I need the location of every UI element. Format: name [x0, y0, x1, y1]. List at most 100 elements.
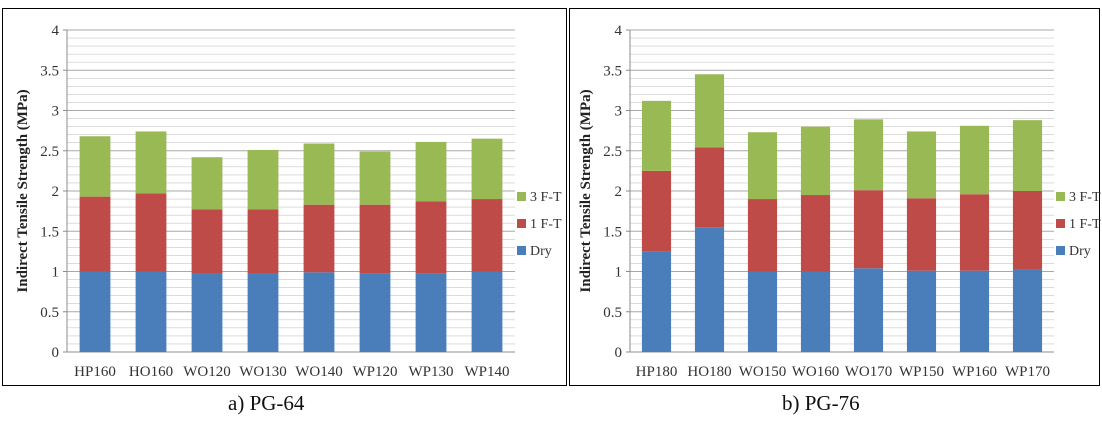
y-tick-label: 3 [52, 104, 60, 120]
y-tick-label: 4 [615, 23, 623, 39]
bar-3-f-t-wp140 [471, 138, 503, 200]
bar-3-f-t-hp160 [79, 136, 111, 197]
y-tick-label: 0.5 [603, 305, 622, 321]
bar-3-f-t-wp160 [959, 125, 990, 195]
y-axis-title: Indirect Tensile Strength (MPa) [15, 89, 31, 292]
chart-panel-b: 0 0.5 1 1.5 2 2.5 3 3.5 4 Indirect Tensile Streng… [569, 8, 1101, 386]
bar-3-f-t-hp180 [641, 100, 672, 171]
bar-dry-wp120 [359, 273, 391, 352]
bar-1-f-t-wo120 [191, 209, 223, 274]
caption-b: b) PG-76 [782, 391, 860, 415]
bar-dry-wp130 [415, 273, 447, 352]
y-tick-label: 1.5 [40, 224, 59, 240]
y-tick-label: 0 [52, 345, 60, 361]
legend-label-1-f-t: 1 F-T [1069, 217, 1101, 232]
bar-1-f-t-wp130 [415, 201, 447, 274]
bar-dry-hp180 [641, 251, 672, 352]
bar-3-f-t-wo170 [853, 119, 884, 191]
y-tick-label: 2 [615, 184, 623, 200]
x-tick-label: HO160 [129, 364, 173, 380]
bar-1-f-t-wp160 [959, 194, 990, 271]
y-tick-label: 3 [615, 104, 623, 120]
bar-dry-wp150 [906, 270, 937, 352]
bar-3-f-t-wo150 [747, 132, 778, 200]
bar-dry-wo170 [853, 268, 884, 352]
legend-swatch-3-f-t [517, 192, 526, 201]
x-tick-label: WO140 [295, 364, 343, 380]
bar-dry-hp160 [79, 271, 111, 352]
bar-1-f-t-wp170 [1012, 191, 1043, 270]
y-tick-label: 3.5 [40, 63, 59, 79]
y-tick-label: 4 [52, 23, 60, 39]
x-tick-label: HP160 [74, 364, 116, 380]
y-axis-title: Indirect Tensile Strength (MPa) [578, 89, 594, 292]
x-tick-label: WP160 [952, 364, 997, 380]
bar-dry-wo150 [747, 271, 778, 352]
bar-1-f-t-wp120 [359, 204, 391, 274]
x-tick-label: WP170 [1005, 364, 1050, 380]
bar-dry-wo120 [191, 273, 223, 352]
legend-swatch-1-f-t [517, 219, 526, 228]
bar-1-f-t-wo130 [247, 209, 279, 274]
legend-label-dry: Dry [530, 244, 552, 259]
legend-swatch-1-f-t [1056, 219, 1065, 228]
legend-label-3-f-t: 3 F-T [1069, 190, 1101, 205]
y-tick-label: 0 [615, 345, 623, 361]
x-tick-label: WO170 [845, 364, 893, 380]
bar-3-f-t-wp150 [906, 131, 937, 199]
legend-swatch-dry [1056, 246, 1065, 255]
bar-dry-wp170 [1012, 269, 1043, 352]
y-tick-label: 2.5 [603, 144, 622, 160]
y-tick-label: 2 [52, 184, 60, 200]
legend-label-1-f-t: 1 F-T [530, 217, 562, 232]
y-tick-label: 3.5 [603, 63, 622, 79]
bar-dry-wp160 [959, 270, 990, 352]
y-tick-label: 2.5 [40, 144, 59, 160]
x-tick-label: WO130 [239, 364, 287, 380]
bar-dry-wo160 [800, 271, 831, 352]
bar-3-f-t-wp130 [415, 141, 447, 202]
legend-label-dry: Dry [1069, 244, 1091, 259]
y-tick-label: 1 [615, 265, 623, 281]
x-tick-label: WP120 [353, 364, 398, 380]
bar-3-f-t-wo140 [303, 143, 335, 205]
bar-1-f-t-wo170 [853, 190, 884, 269]
bar-3-f-t-wo130 [247, 149, 279, 210]
y-tick-label: 1 [52, 265, 60, 281]
bar-1-f-t-hp180 [641, 170, 672, 252]
bar-1-f-t-wo140 [303, 204, 335, 273]
caption-a: a) PG-64 [228, 391, 305, 415]
chart-panel-a: 0 0.5 1 1.5 2 2.5 3 3.5 4 Indirect Tensile Streng… [2, 8, 567, 386]
bar-1-f-t-wp150 [906, 198, 937, 271]
bar-dry-wo140 [303, 272, 335, 352]
bar-3-f-t-wo120 [191, 157, 223, 210]
bar-3-f-t-wp120 [359, 151, 391, 205]
legend-label-3-f-t: 3 F-T [530, 190, 562, 205]
bar-dry-wp140 [471, 271, 503, 352]
x-tick-label: WP150 [899, 364, 944, 380]
x-tick-label: WP130 [409, 364, 454, 380]
bar-3-f-t-wo160 [800, 126, 831, 196]
bar-1-f-t-wo150 [747, 199, 778, 272]
bar-1-f-t-ho180 [694, 147, 725, 228]
bar-3-f-t-ho180 [694, 74, 725, 148]
bar-dry-ho160 [135, 271, 167, 352]
x-tick-label: WP140 [465, 364, 510, 380]
legend-swatch-3-f-t [1056, 192, 1065, 201]
chart-svg-b: 0 0.5 1 1.5 2 2.5 3 3.5 4 Indirect Tensile Streng… [578, 23, 1101, 380]
bar-dry-ho180 [694, 227, 725, 352]
bar-1-f-t-ho160 [135, 193, 167, 272]
legend-swatch-dry [517, 246, 526, 255]
x-tick-label: WO120 [183, 364, 231, 380]
bar-3-f-t-ho160 [135, 131, 167, 194]
bar-1-f-t-wo160 [800, 195, 831, 272]
bar-dry-wo130 [247, 273, 279, 352]
bar-1-f-t-hp160 [79, 196, 111, 272]
chart-svg-a: 0 0.5 1 1.5 2 2.5 3 3.5 4 Indirect Tensile Streng… [15, 23, 562, 380]
x-tick-label: WO150 [739, 364, 787, 380]
x-tick-label: HP180 [636, 364, 678, 380]
y-tick-label: 0.5 [40, 305, 59, 321]
bar-3-f-t-wp170 [1012, 120, 1043, 191]
x-tick-label: HO180 [687, 364, 731, 380]
bar-1-f-t-wp140 [471, 199, 503, 272]
